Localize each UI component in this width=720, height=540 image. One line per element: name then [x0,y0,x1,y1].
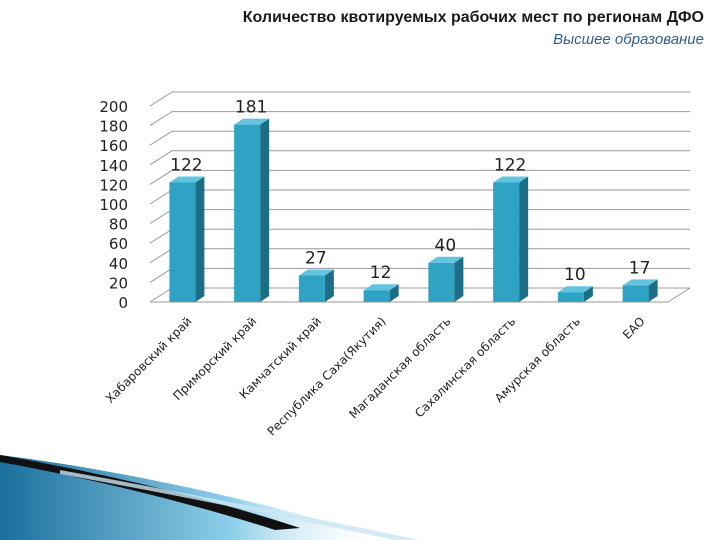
gridline [149,287,690,303]
bar-front [169,182,196,302]
bar-front [363,290,390,302]
bar-top [428,256,464,263]
data-label: 40 [435,236,457,256]
data-label: 122 [494,155,526,175]
bar-top [298,269,334,276]
gridline [149,248,690,264]
data-label: 122 [170,155,202,175]
floor-edge [667,287,691,303]
data-label: 10 [564,265,586,285]
decorative-swoosh [0,455,420,540]
gridline [149,228,690,244]
bar-top [234,118,270,125]
x-tick-label: ЕАО [620,314,648,342]
gridline [149,267,690,283]
bar [234,118,270,303]
gridline [149,150,690,166]
chart-title: Количество квотируемых рабочих мест по р… [242,9,704,26]
y-tick-label: 180 [99,118,128,136]
bar [493,176,529,302]
y-tick-label: 160 [99,137,128,155]
bar [169,176,205,302]
bar-top [169,176,205,183]
gridline [149,189,690,205]
gridlines [149,91,691,303]
y-tick-label: 40 [109,255,128,273]
data-label: 27 [305,249,327,269]
bar-side [454,256,464,302]
bar [622,279,658,302]
gridline [149,130,690,146]
y-tick-label: 20 [109,274,128,292]
bar-side [260,118,270,303]
bar-side [195,176,205,302]
bar-side [648,279,658,302]
gridline [149,91,690,107]
bar-front [557,292,584,302]
bar [557,286,593,302]
data-label: 181 [235,98,267,118]
data-label: 17 [629,258,651,278]
y-tick-label: 60 [109,235,128,253]
y-tick-label: 120 [99,176,128,194]
x-tick-label: Республика Саха(Якутия) [265,314,389,438]
y-tick-label: 200 [99,98,128,116]
bar-top [557,286,593,293]
bar-side [389,284,399,302]
bar-front [234,124,261,303]
gridline [149,209,690,225]
bars [169,118,658,303]
y-tick-label: 80 [109,216,128,234]
bar-side [519,176,529,302]
bar [363,284,399,302]
bar-front [428,262,455,302]
bar-front [622,285,649,302]
y-tick-label: 140 [99,157,128,175]
chart-subtitle: Высшее образование [553,31,704,48]
bar-top [363,284,399,291]
bar-front [298,275,325,302]
data-label: 12 [370,263,392,283]
bar-side [583,286,593,302]
bar-top [622,279,658,286]
gridline [149,169,690,185]
bar-side [324,269,334,302]
bar [298,269,334,302]
data-labels: 122 181 27 12 40 122 10 17 [170,98,650,286]
bar-top [493,176,529,183]
y-tick-label: 100 [99,196,128,214]
y-tick-label: 0 [118,294,128,312]
bar [428,256,464,302]
gridline [149,111,690,127]
bar-front [493,182,520,302]
